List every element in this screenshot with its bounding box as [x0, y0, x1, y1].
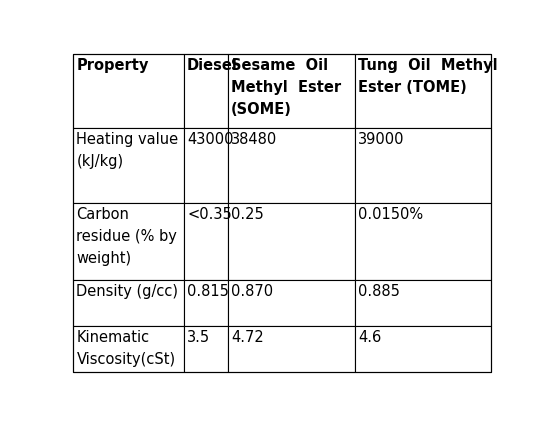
Bar: [184, 203, 228, 281]
Bar: [228, 203, 355, 281]
Text: 0.0150%: 0.0150%: [359, 207, 424, 222]
Text: 43000: 43000: [187, 132, 234, 147]
Text: 39000: 39000: [359, 132, 405, 147]
Text: Property: Property: [76, 58, 149, 73]
Text: Tung  Oil  Methyl
Ester (TOME): Tung Oil Methyl Ester (TOME): [359, 58, 498, 95]
Bar: [184, 128, 228, 203]
Bar: [228, 326, 355, 372]
Text: Kinematic
Viscosity(cSt): Kinematic Viscosity(cSt): [76, 330, 175, 368]
Text: Diesel: Diesel: [187, 58, 238, 73]
Bar: [73, 326, 184, 372]
Text: 0.870: 0.870: [231, 284, 273, 299]
Text: 4.72: 4.72: [231, 330, 264, 345]
Bar: [73, 281, 184, 326]
Bar: [355, 54, 491, 128]
Bar: [355, 128, 491, 203]
Bar: [73, 128, 184, 203]
Text: 4.6: 4.6: [359, 330, 382, 345]
Text: Heating value
(kJ/kg): Heating value (kJ/kg): [76, 132, 179, 170]
Text: 0.815: 0.815: [187, 284, 229, 299]
Bar: [228, 128, 355, 203]
Bar: [184, 54, 228, 128]
Text: 3.5: 3.5: [187, 330, 210, 345]
Bar: [73, 203, 184, 281]
Text: Sesame  Oil
Methyl  Ester
(SOME): Sesame Oil Methyl Ester (SOME): [231, 58, 341, 117]
Text: Carbon
residue (% by
weight): Carbon residue (% by weight): [76, 207, 177, 266]
Text: 0.885: 0.885: [359, 284, 400, 299]
Bar: [228, 281, 355, 326]
Bar: [73, 54, 184, 128]
Text: Density (g/cc): Density (g/cc): [76, 284, 178, 299]
Bar: [228, 54, 355, 128]
Bar: [184, 326, 228, 372]
Bar: [184, 281, 228, 326]
Text: <0.35: <0.35: [187, 207, 232, 222]
Text: 0.25: 0.25: [231, 207, 264, 222]
Bar: [355, 203, 491, 281]
Text: 38480: 38480: [231, 132, 277, 147]
Bar: [355, 281, 491, 326]
Bar: [355, 326, 491, 372]
